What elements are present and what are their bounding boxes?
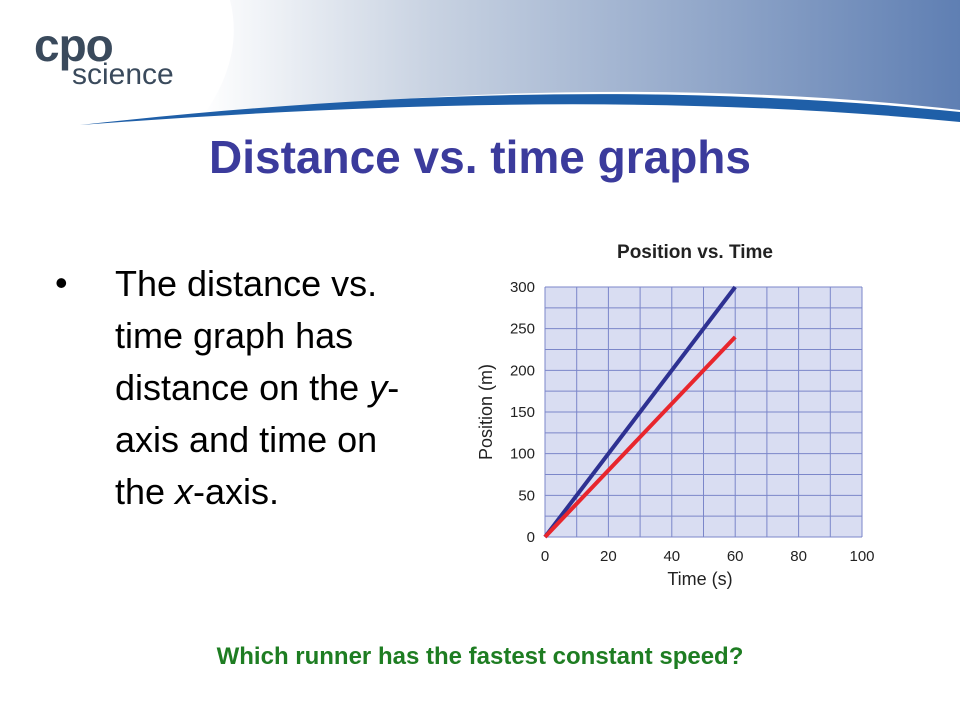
x-tick-label: 80 xyxy=(790,548,807,565)
y-tick-label: 300 xyxy=(510,279,535,296)
logo: science xyxy=(72,58,174,91)
x-tick-label: 100 xyxy=(849,548,874,565)
x-axis-label: Time (s) xyxy=(667,569,732,589)
x-tick-label: 0 xyxy=(541,548,549,565)
question: Which runner has the fastest constant sp… xyxy=(216,643,744,670)
y-tick-label: 0 xyxy=(527,529,535,546)
bullet-text: The distance vs. time graph has distance… xyxy=(115,258,425,518)
text: -axis. xyxy=(193,471,280,512)
text: x xyxy=(175,471,194,512)
y-tick-label: 150 xyxy=(510,404,535,421)
logo: cpo xyxy=(34,19,114,71)
text: -axis and time on the xyxy=(115,367,400,512)
bullet-marker: • xyxy=(55,262,68,303)
y-tick-label: 250 xyxy=(510,321,535,338)
y-tick-label: 100 xyxy=(510,446,535,463)
slide-title: Distance vs. time graphs xyxy=(209,131,751,183)
chart: Position vs. Time Time (s) Position (m) … xyxy=(476,242,875,589)
header-banner xyxy=(80,0,960,125)
chart-title: Position vs. Time xyxy=(617,242,773,263)
data-line xyxy=(543,285,737,539)
data-line xyxy=(543,335,737,539)
x-tick-label: 20 xyxy=(600,548,617,565)
x-tick-label: 40 xyxy=(663,548,680,565)
x-tick-label: 60 xyxy=(727,548,744,565)
text: The distance vs. time graph has distance… xyxy=(115,263,378,408)
text: y xyxy=(369,367,388,408)
y-axis-label: Position (m) xyxy=(476,364,496,460)
y-tick-label: 50 xyxy=(518,487,535,504)
y-tick-label: 200 xyxy=(510,362,535,379)
